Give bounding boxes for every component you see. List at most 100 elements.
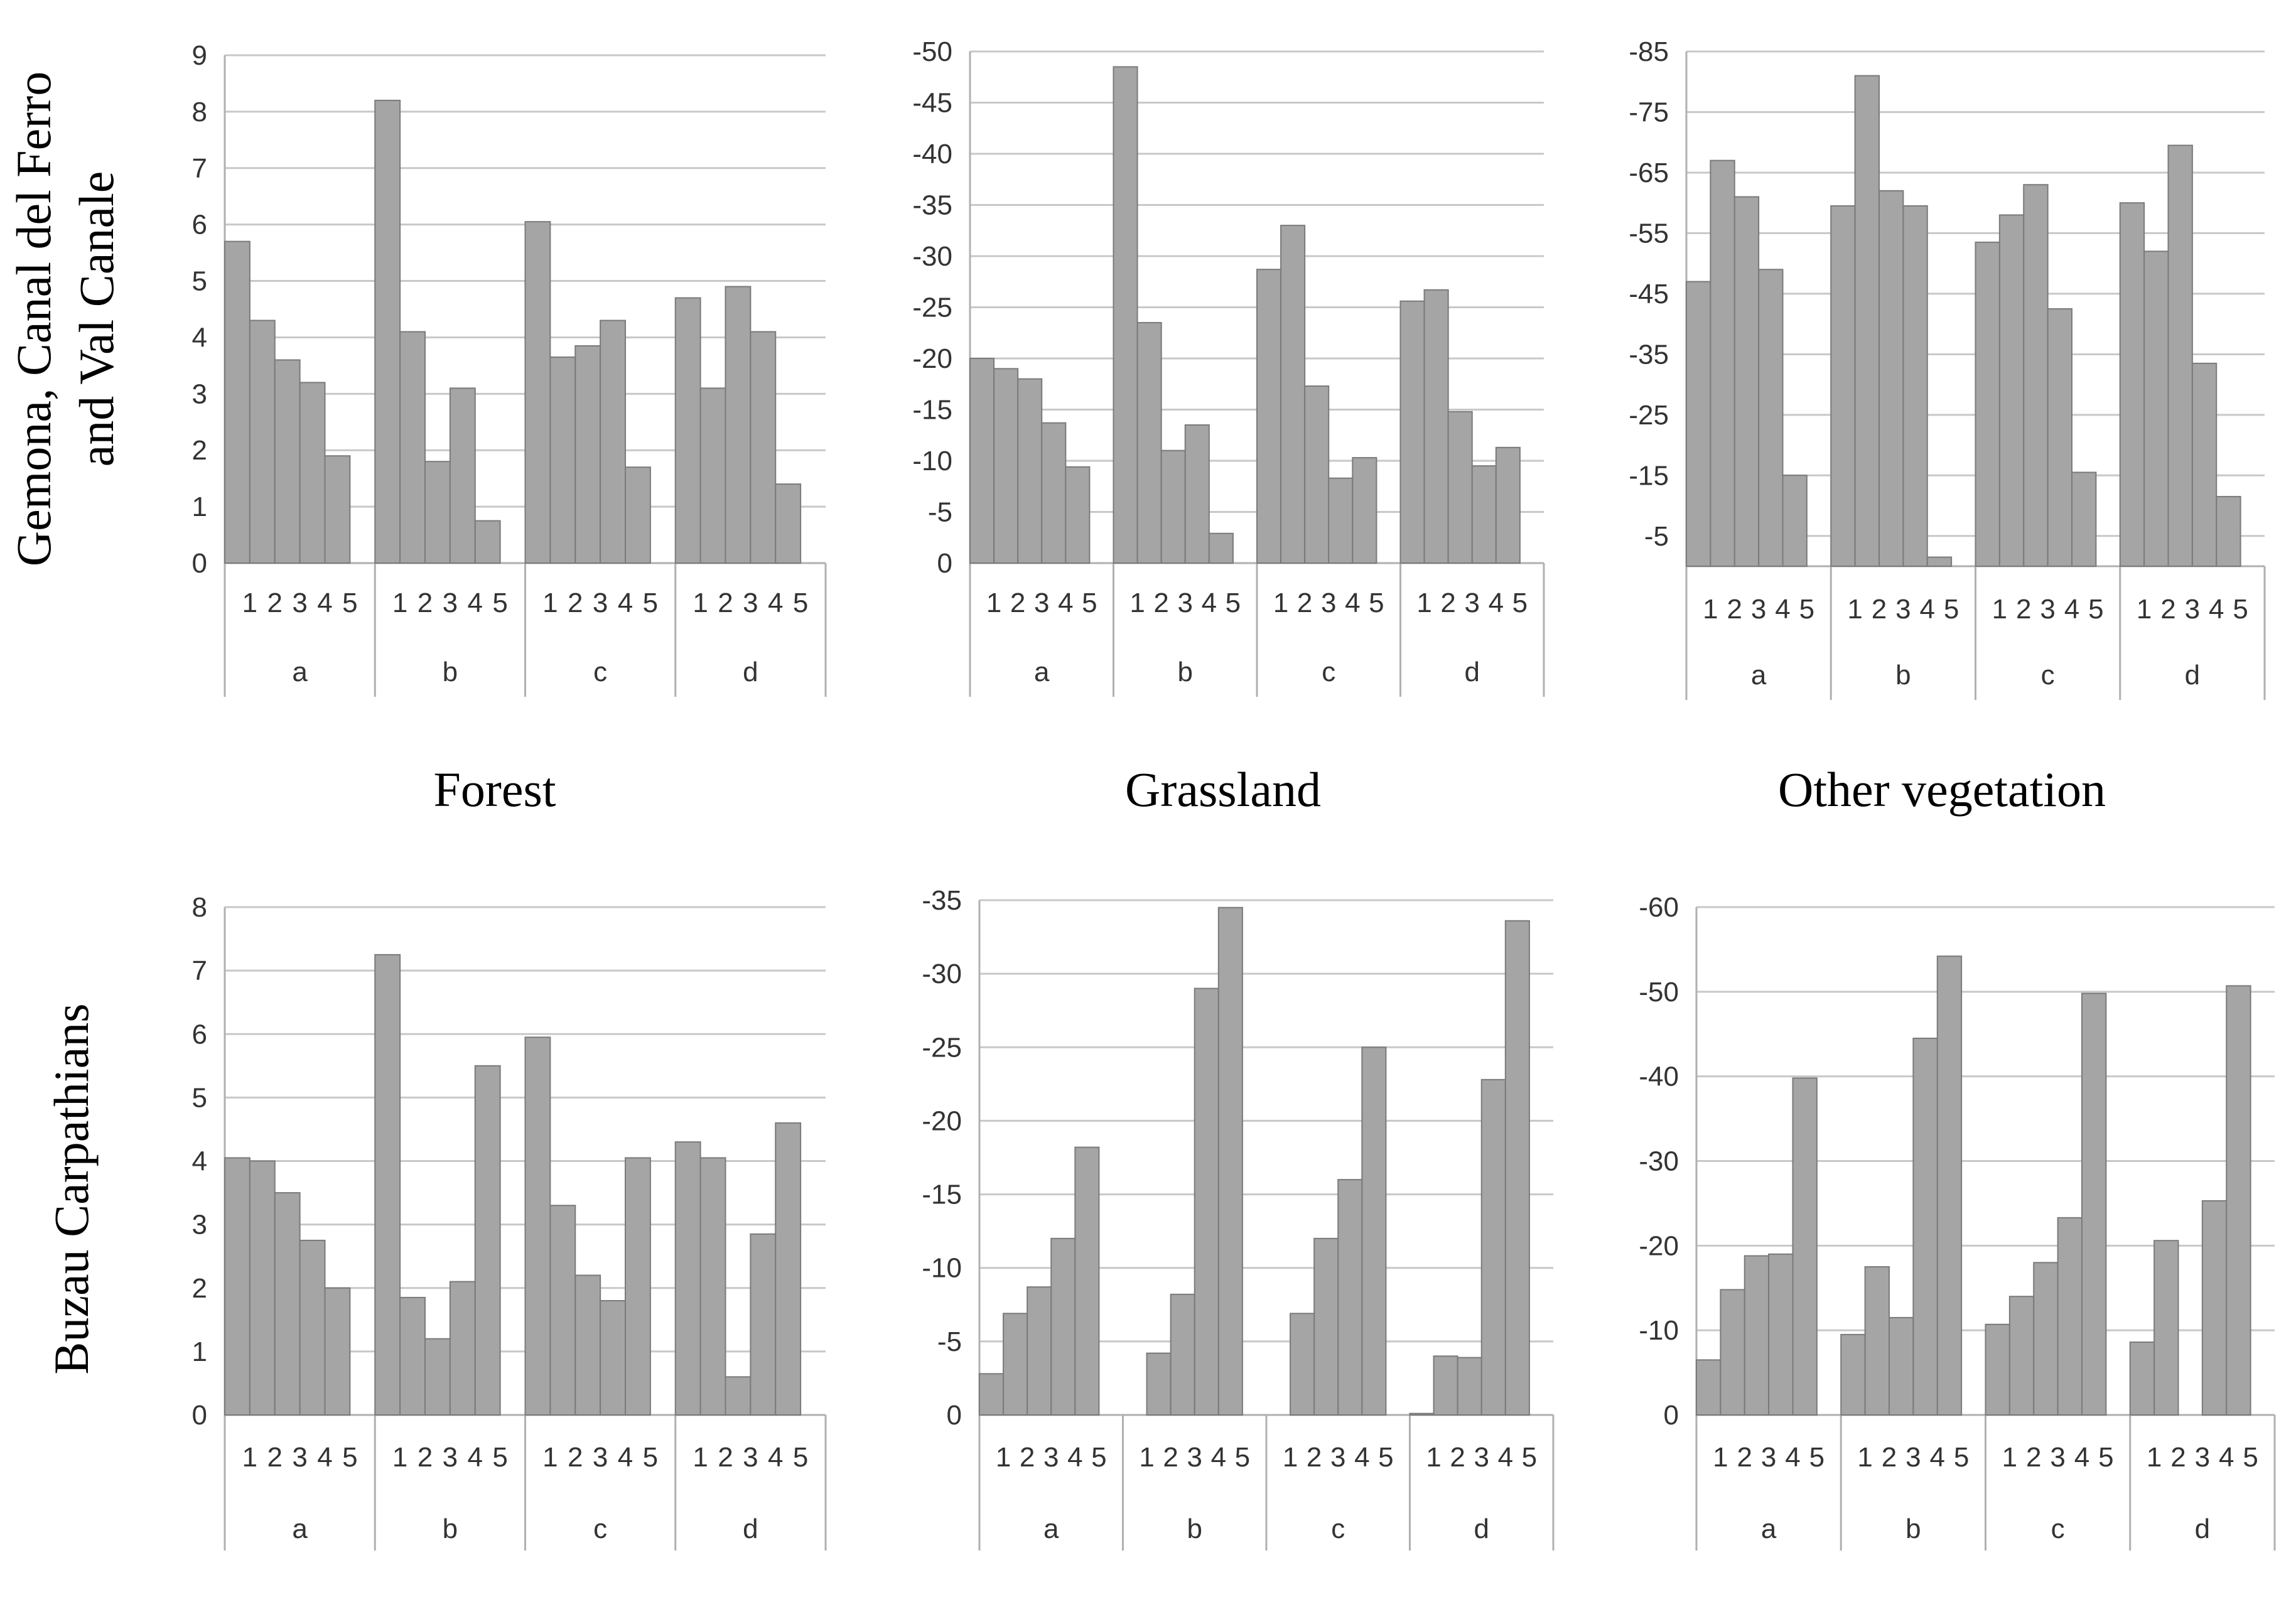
- group-label-a: a: [1751, 660, 1767, 691]
- bar-a-5: [1074, 1146, 1100, 1416]
- subcategory-label: 2: [1020, 1442, 1035, 1473]
- subcategory-label: 2: [1872, 594, 1887, 625]
- bar-b-4: [1184, 424, 1210, 564]
- bar-a-2: [1720, 1289, 1745, 1416]
- bar-c-2: [549, 356, 576, 564]
- bar-a-5: [1065, 466, 1091, 564]
- bar-a-4: [1758, 269, 1784, 567]
- y-tick-label: -30: [1639, 1146, 1679, 1177]
- bar-c-2: [549, 1205, 576, 1416]
- y-tick-label: -40: [1639, 1062, 1679, 1092]
- subcategory-label: 4: [618, 588, 633, 618]
- bar-b-4: [1194, 987, 1219, 1416]
- group-label-c: c: [2041, 660, 2055, 691]
- bar-a-2: [993, 368, 1019, 564]
- subcategory-label: 4: [468, 1442, 483, 1473]
- bar-a-5: [1782, 475, 1808, 567]
- subcategory-label: 2: [1163, 1442, 1178, 1473]
- bar-d-4: [2191, 362, 2218, 567]
- bar-d-3: [725, 1376, 752, 1416]
- y-tick-label: -30: [922, 959, 962, 989]
- subcategory-label: 2: [2016, 594, 2031, 625]
- subcategory-label: 5: [1944, 594, 1959, 625]
- group-label-d: d: [2195, 1514, 2210, 1544]
- bar-d-2: [1423, 289, 1449, 564]
- subcategory-label: 4: [768, 588, 783, 618]
- bar-a-3: [1744, 1255, 1770, 1416]
- subcategory-label: 3: [593, 1442, 608, 1473]
- subcategory-label: 1: [392, 588, 407, 618]
- bar-c-1: [524, 221, 551, 564]
- bar-a-3: [274, 359, 301, 564]
- row-label-top-line2: and Val Canale: [69, 171, 124, 467]
- subcategory-label: 3: [1043, 1442, 1059, 1473]
- bar-c-2: [2008, 1296, 2035, 1416]
- bar-a-1: [224, 240, 251, 564]
- subcategory-label: 5: [1954, 1442, 1969, 1473]
- subcategory-label: 5: [643, 588, 658, 618]
- y-tick-label: -5: [928, 497, 952, 528]
- y-tick-label: -10: [1639, 1315, 1679, 1346]
- y-tick-label: 5: [192, 266, 207, 297]
- subcategory-label: 2: [1727, 594, 1742, 625]
- bar-a-4: [299, 1239, 326, 1416]
- bar-d-4: [750, 1233, 777, 1416]
- y-tick-label: -25: [922, 1032, 962, 1063]
- subcategory-label: 3: [1034, 588, 1049, 618]
- bar-b-1: [374, 954, 401, 1416]
- bar-a-1: [224, 1157, 251, 1416]
- group-label-d: d: [1465, 657, 1480, 687]
- subcategory-label: 4: [1930, 1442, 1945, 1473]
- bar-b-5: [474, 520, 501, 564]
- bar-b-5: [1208, 532, 1234, 564]
- chart-panel-other-vegetation-bottom: 0-10-20-30-40-50-601 2 3 4 5a1 2 3 4 5b1 2 3 4 5c1 2 3…: [1639, 892, 2276, 1551]
- subcategory-label: 1: [542, 588, 558, 618]
- y-tick-label: 7: [192, 153, 207, 184]
- subcategory-label: 1: [242, 1442, 257, 1473]
- y-tick-label: 0: [192, 548, 207, 579]
- subcategory-label: 4: [2219, 1442, 2234, 1473]
- subcategory-label: 1: [2002, 1442, 2017, 1473]
- y-tick-label: 0: [947, 1400, 962, 1431]
- subcategory-label: 5: [2243, 1442, 2258, 1473]
- subcategory-label: 4: [1920, 594, 1935, 625]
- bar-c-1: [1975, 241, 2000, 567]
- subcategory-label: 5: [1522, 1442, 1537, 1473]
- bar-a-3: [1017, 378, 1043, 564]
- column-title-grassland: Grassland: [1125, 762, 1321, 817]
- chart-panel-grassland-top: 0-5-10-15-20-25-30-35-40-45-501 2 3 4 5a1 2 3 4…: [912, 36, 1545, 697]
- subcategory-label: 1: [2147, 1442, 2162, 1473]
- bar-c-3: [2033, 1262, 2059, 1416]
- group-label-b: b: [1178, 657, 1193, 687]
- y-tick-label: 6: [192, 1019, 207, 1050]
- bar-d-1: [674, 1141, 701, 1416]
- subcategory-label: 3: [1330, 1442, 1345, 1473]
- bar-a-1: [969, 358, 995, 564]
- bar-a-2: [249, 1160, 276, 1416]
- bar-b-1: [1830, 205, 1856, 567]
- y-tick-label: -15: [912, 395, 952, 426]
- subcategory-label: 5: [1091, 1442, 1106, 1473]
- subcategory-label: 2: [718, 1442, 733, 1473]
- bar-a-2: [1710, 159, 1735, 567]
- subcategory-label: 4: [1775, 594, 1790, 625]
- bar-d-3: [1457, 1357, 1482, 1416]
- y-tick-label: -15: [922, 1180, 962, 1210]
- y-tick-label: 3: [192, 1210, 207, 1240]
- bar-b-4: [1902, 205, 1928, 567]
- bar-c-1: [524, 1036, 551, 1416]
- bar-c-4: [600, 320, 626, 564]
- bar-a-3: [274, 1192, 301, 1416]
- bar-c-1: [1985, 1323, 2010, 1416]
- bar-b-3: [1170, 1293, 1195, 1416]
- bar-b-3: [1160, 449, 1186, 564]
- bar-c-5: [1352, 457, 1377, 564]
- bar-c-1: [1256, 269, 1282, 564]
- subcategory-label: 4: [1067, 1442, 1082, 1473]
- subcategory-label: 4: [1211, 1442, 1226, 1473]
- bar-c-4: [1337, 1179, 1363, 1416]
- subcategory-label: 5: [793, 588, 808, 618]
- subcategory-label: 2: [1297, 588, 1312, 618]
- bar-a-4: [1768, 1253, 1794, 1416]
